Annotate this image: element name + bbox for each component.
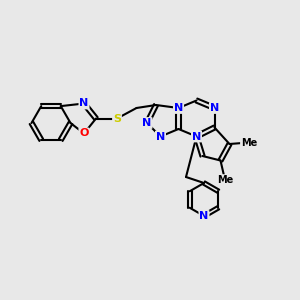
Text: S: S [113, 113, 121, 124]
Text: N: N [142, 118, 152, 128]
Text: N: N [174, 103, 183, 113]
Text: Me: Me [241, 137, 257, 148]
Text: N: N [156, 131, 165, 142]
Text: Me: Me [217, 175, 233, 185]
Text: N: N [200, 211, 208, 221]
Text: O: O [79, 128, 89, 139]
Text: N: N [210, 103, 219, 113]
Text: N: N [80, 98, 88, 109]
Text: N: N [192, 131, 201, 142]
